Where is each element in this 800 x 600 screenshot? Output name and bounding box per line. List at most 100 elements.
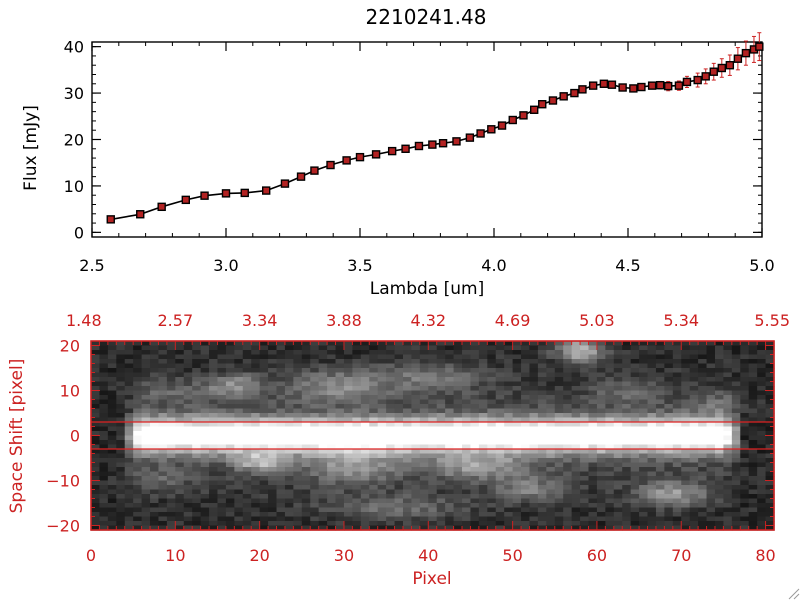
image-pixel (748, 372, 758, 378)
image-pixel (529, 512, 539, 518)
image-pixel (478, 512, 488, 518)
image-pixel (546, 516, 556, 522)
image-pixel (681, 489, 691, 495)
image-pixel (740, 449, 750, 455)
image-pixel (310, 444, 320, 450)
image-pixel (394, 521, 404, 527)
image-pixel (419, 462, 429, 468)
spectrum-plot-frame (91, 41, 763, 238)
image-pixel (360, 440, 370, 446)
image-pixel (318, 516, 328, 522)
image-pixel (99, 453, 109, 459)
image-pixel (504, 431, 514, 437)
image-pixel (698, 426, 708, 432)
image-pixel (141, 525, 151, 531)
image-pixel (664, 494, 674, 500)
image-pixel (714, 372, 725, 378)
image-pixel (639, 512, 649, 518)
image-pixel (664, 363, 674, 369)
image-pixel (293, 345, 303, 351)
image-pixel (310, 453, 320, 459)
image-pixel (310, 521, 320, 527)
image-pixel (352, 507, 362, 513)
image-pixel (546, 363, 556, 369)
image-pixel (757, 467, 767, 473)
image-pixel (723, 521, 733, 527)
image-pixel (546, 399, 556, 405)
image-pixel (470, 386, 480, 392)
data-point (655, 80, 665, 90)
image-pixel (225, 377, 235, 383)
image-pixel (419, 381, 429, 387)
x-tick-label: 2.5 (79, 256, 104, 275)
image-pixel (301, 507, 311, 513)
image-pixel (183, 372, 193, 378)
image-pixel (192, 390, 202, 396)
image-pixel (495, 368, 505, 374)
image-pixel (402, 507, 413, 513)
image-pixel (478, 525, 488, 531)
image-pixel (242, 440, 252, 446)
image-pixel (571, 435, 581, 441)
image-pixel (293, 498, 303, 504)
image-pixel (428, 435, 438, 441)
image-pixel (605, 485, 615, 491)
image-pixel (335, 386, 345, 392)
image-pixel (453, 422, 463, 428)
image-pixel (613, 350, 623, 356)
image-pixel (445, 525, 455, 531)
image-pixel (276, 417, 286, 423)
image-pixel (672, 440, 682, 446)
image-pixel (521, 512, 531, 518)
image-pixel (386, 345, 396, 351)
image-pixel (343, 489, 353, 495)
image-pixel (124, 516, 134, 522)
image-pixel (630, 431, 640, 437)
image-pixel (445, 516, 455, 522)
image-pixel (99, 458, 109, 464)
image-pixel (487, 386, 497, 392)
image-pixel (327, 417, 337, 423)
image-pixel (419, 422, 429, 428)
image-pixel (327, 377, 337, 383)
image-pixel (251, 413, 261, 419)
image-pixel (580, 426, 590, 432)
image-pixel (419, 431, 429, 437)
image-pixel (200, 507, 210, 513)
image-pixel (293, 363, 303, 369)
y-tick-label: −10 (46, 472, 80, 491)
image-pixel (681, 507, 691, 513)
image-pixel (655, 494, 665, 500)
image-pixel (318, 449, 328, 455)
image-pixel (495, 408, 505, 414)
image-pixel (116, 363, 126, 369)
image-pixel (495, 498, 505, 504)
image-pixel (537, 525, 547, 531)
image-pixel (200, 516, 210, 522)
image-pixel (242, 453, 252, 459)
image-pixel (124, 404, 134, 410)
image-pixel (698, 462, 708, 468)
image-pixel (402, 516, 413, 522)
image-pixel (537, 476, 547, 482)
image-pixel (419, 489, 429, 495)
image-pixel (453, 503, 463, 509)
image-pixel (124, 435, 134, 441)
image-pixel (512, 516, 522, 522)
image-pixel (672, 494, 682, 500)
image-pixel (731, 498, 741, 504)
image-pixel (225, 507, 235, 513)
image-pixel (731, 390, 741, 396)
image-pixel (217, 512, 227, 518)
image-pixel (723, 503, 733, 509)
image-pixel (748, 521, 758, 527)
image-pixel (259, 350, 269, 356)
image-pixel (192, 435, 202, 441)
image-pixel (748, 525, 758, 531)
image-pixel (360, 494, 370, 500)
image-pixel (672, 354, 682, 360)
window-resize-grip[interactable] (786, 586, 800, 600)
image-pixel (740, 431, 750, 437)
image-pixel (386, 494, 396, 500)
image-pixel (554, 516, 564, 522)
